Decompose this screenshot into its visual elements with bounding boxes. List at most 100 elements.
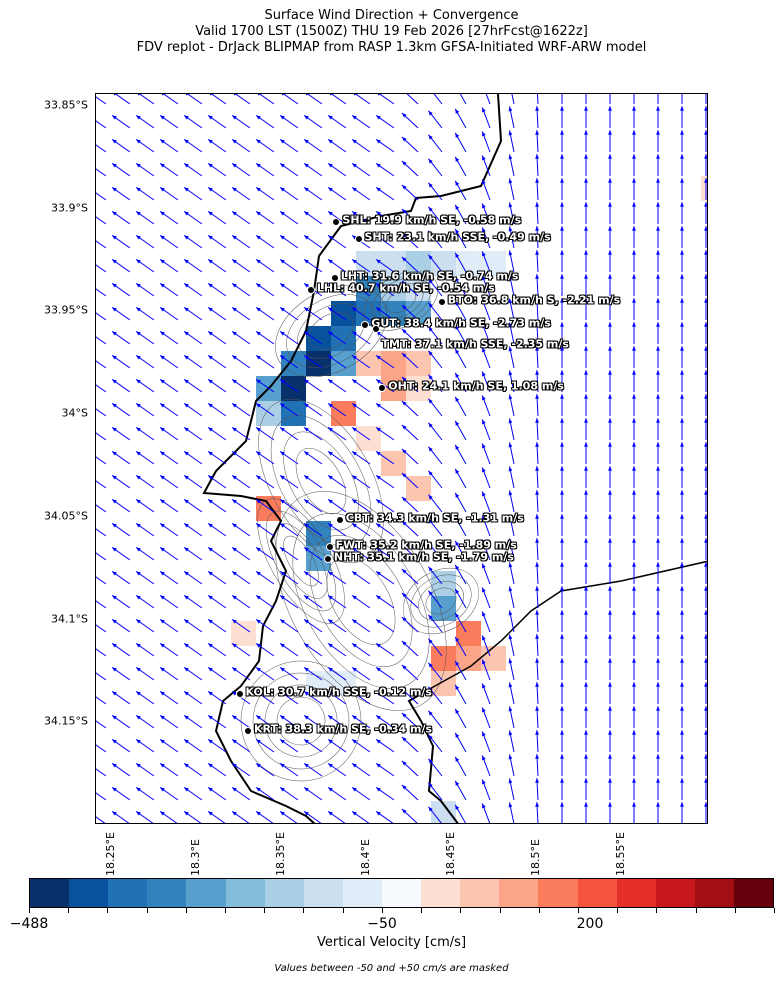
wind-arrow-head	[608, 490, 612, 495]
wind-arrow-head	[401, 736, 407, 742]
wind-arrow-head	[303, 235, 309, 240]
wind-arrow-head	[704, 586, 707, 591]
wind-arrow-head	[632, 682, 636, 687]
wind-arrow-head	[508, 250, 513, 256]
wind-arrow-head	[303, 139, 309, 144]
wind-arrow-head	[159, 355, 165, 360]
wind-arrow-head	[351, 643, 357, 648]
wind-arrow-head	[159, 475, 165, 480]
wind-arrow-head	[183, 475, 189, 480]
wind-arrow-head	[207, 667, 213, 672]
wind-arrow-head	[159, 187, 165, 192]
wind-arrow	[186, 94, 203, 105]
terrain-contour	[258, 398, 384, 564]
wind-arrow-head	[327, 691, 333, 696]
wind-arrow-head	[455, 516, 460, 522]
wind-arrow-head	[560, 394, 564, 399]
wind-arrow-head	[111, 115, 117, 120]
wind-arrow-head	[159, 667, 165, 672]
wind-arrow-head	[207, 139, 213, 144]
colorbar-tick	[734, 908, 736, 913]
map-canvas	[96, 94, 707, 823]
wind-arrow-head	[704, 706, 707, 711]
wind-arrow-head	[608, 706, 612, 711]
wind-arrow-head	[303, 355, 309, 360]
wind-arrow-head	[535, 538, 540, 543]
wind-arrow-head	[279, 235, 285, 240]
wind-arrow-head	[183, 643, 189, 648]
wind-arrow-head	[704, 466, 707, 471]
wind-arrow-head	[428, 710, 433, 716]
wind-arrow-head	[482, 443, 486, 449]
wind-arrow-head	[401, 352, 407, 358]
wind-arrow-head	[401, 664, 407, 670]
wind-arrow-head	[135, 811, 141, 816]
wind-arrow-head	[656, 442, 660, 447]
wind-arrow-head	[303, 787, 309, 792]
wind-arrow-head	[327, 427, 333, 432]
station-marker-tmt	[371, 324, 380, 333]
colorbar-tick	[264, 908, 266, 913]
wind-arrow	[96, 264, 107, 273]
wind-arrow-head	[183, 139, 189, 144]
wind-arrow-head	[183, 115, 189, 120]
wind-arrow-head	[159, 283, 165, 288]
wind-arrow-head	[183, 523, 189, 528]
velocity-cell	[331, 301, 356, 326]
wind-arrow-head	[303, 331, 309, 336]
colorbar-segment	[186, 879, 226, 907]
wind-arrow-head	[704, 130, 707, 135]
wind-arrow-head	[207, 427, 213, 432]
wind-arrow-head	[255, 475, 261, 480]
wind-arrow-head	[159, 331, 165, 336]
wind-arrow-head	[375, 283, 381, 288]
wind-arrow-head	[632, 346, 636, 351]
wind-arrow-head	[535, 610, 540, 615]
wind-arrow-head	[159, 811, 165, 816]
velocity-cell	[456, 251, 481, 276]
wind-arrow-head	[303, 667, 309, 672]
wind-arrow-head	[279, 667, 285, 672]
wind-arrow-head	[183, 355, 189, 360]
wind-arrow-head	[351, 763, 357, 768]
wind-arrow-head	[207, 451, 213, 456]
wind-arrow	[96, 768, 107, 777]
velocity-cell	[406, 376, 431, 401]
station-label-krt: KRT: 38.3 km/h SE, -0.34 m/s	[254, 722, 433, 736]
wind-arrow-head	[704, 562, 707, 567]
wind-arrow-head	[535, 466, 540, 471]
colorbar-tick	[185, 908, 187, 913]
wind-arrow-head	[508, 730, 513, 736]
wind-arrow-head	[680, 778, 684, 783]
wind-arrow-head	[535, 346, 540, 351]
wind-arrow-head	[608, 586, 612, 591]
wind-arrow-head	[279, 571, 285, 576]
wind-arrow-head	[656, 226, 660, 231]
wind-arrow-head	[375, 643, 381, 648]
wind-arrow-head	[231, 643, 237, 648]
wind-arrow-head	[159, 691, 165, 696]
wind-arrow-head	[111, 523, 117, 528]
wind-arrow-head	[303, 163, 309, 168]
wind-arrow-head	[303, 211, 309, 216]
wind-arrow	[138, 94, 155, 105]
wind-arrow-head	[135, 211, 141, 216]
wind-arrow-head	[159, 259, 165, 264]
wind-arrow-head	[704, 658, 707, 663]
wind-arrow-head	[508, 682, 513, 688]
wind-arrow-head	[279, 475, 285, 480]
station-label-shl: SHL: 19.9 km/h SE, -0.58 m/s	[342, 213, 522, 227]
wind-arrow-head	[482, 419, 486, 425]
terrain-contour	[283, 431, 359, 531]
wind-arrow-head	[508, 394, 513, 400]
wind-arrow-head	[535, 442, 540, 447]
wind-arrow-head	[632, 634, 636, 639]
wind-arrow-head	[207, 475, 213, 480]
wind-arrow-head	[560, 538, 564, 543]
wind-arrow-head	[135, 259, 141, 264]
wind-arrow-head	[303, 259, 309, 264]
wind-arrow-head	[159, 763, 165, 768]
wind-arrow-head	[428, 614, 433, 620]
wind-arrow-head	[135, 715, 141, 720]
wind-arrow-head	[111, 619, 117, 624]
